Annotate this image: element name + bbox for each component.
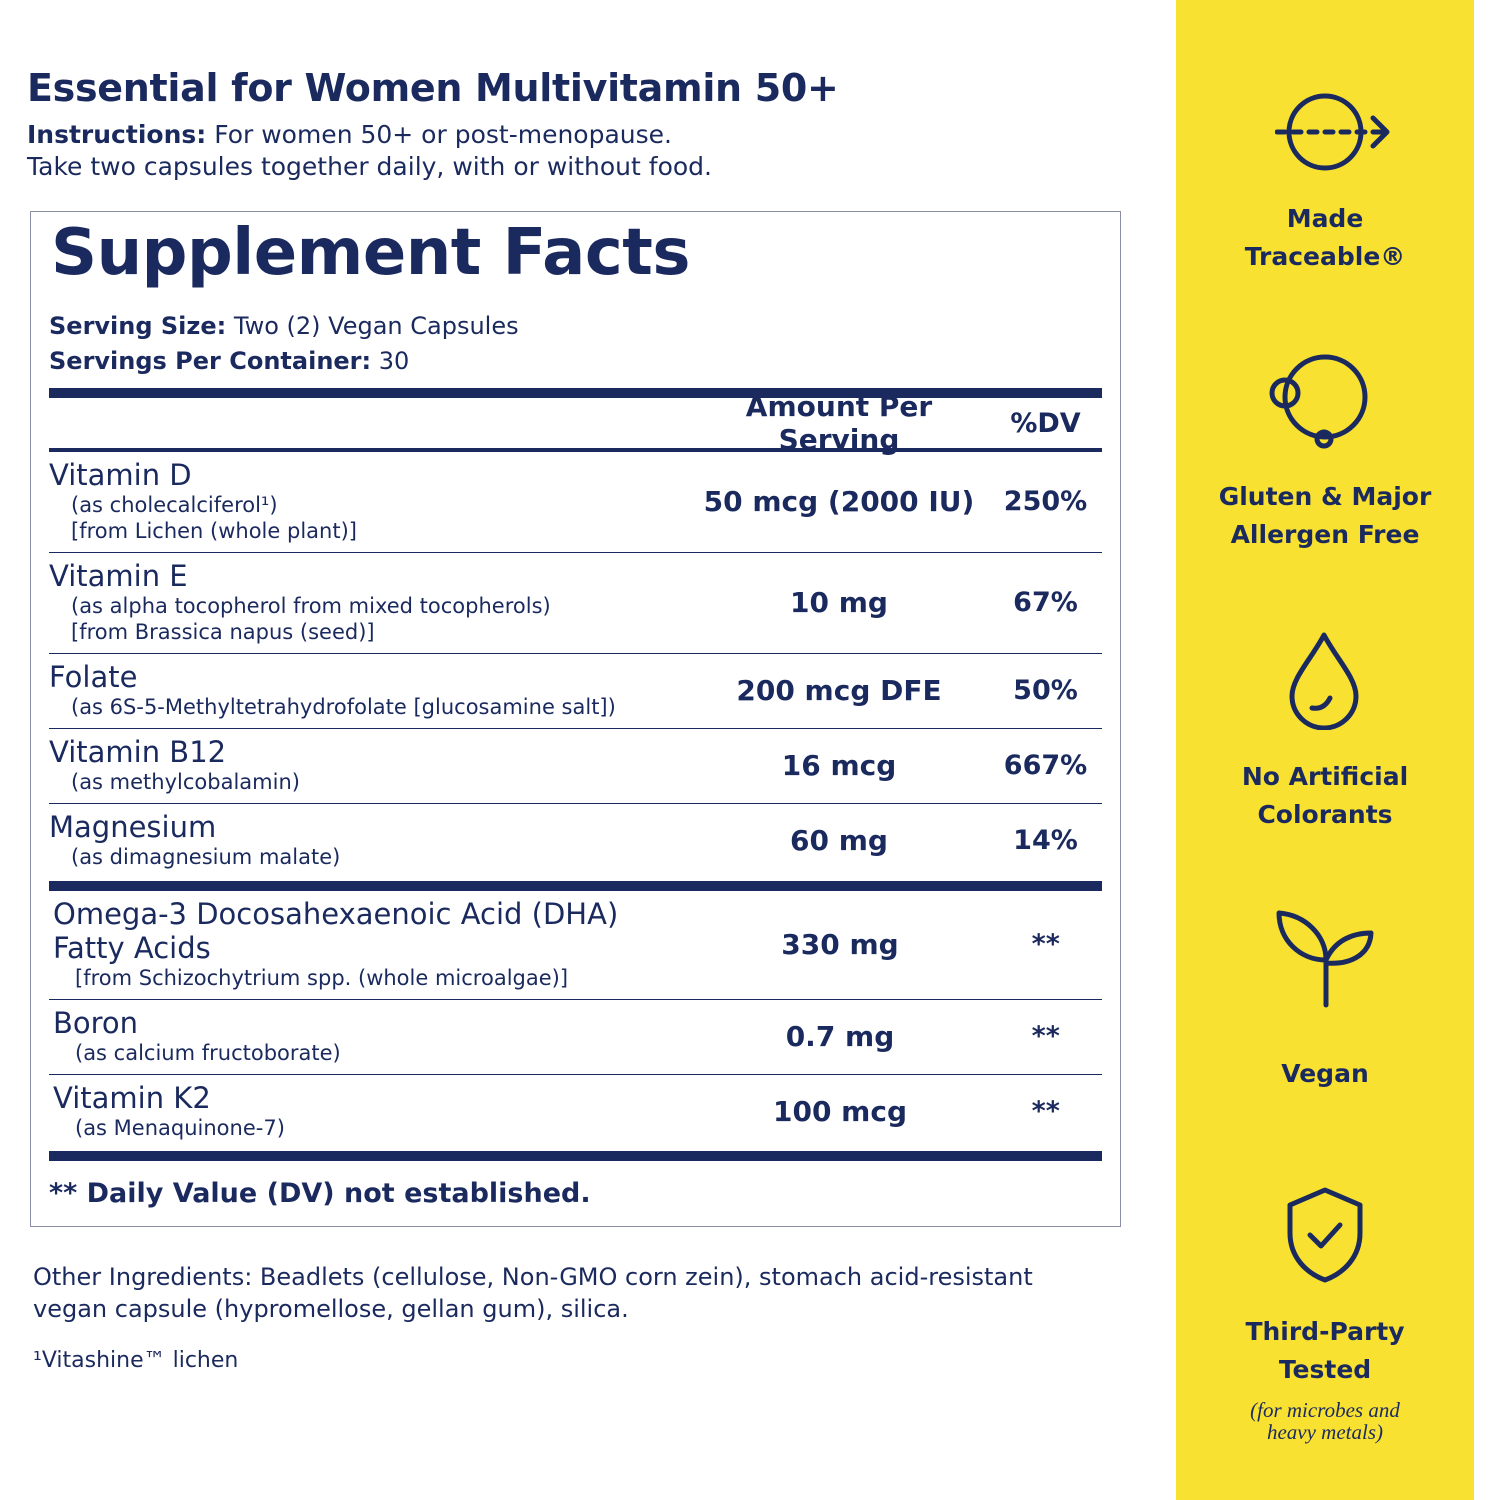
nutrient-detail: (as alpha tocopherol from mixed tocopher… — [71, 594, 551, 618]
nutrient-row: Vitamin B12 (as methylcobalamin) 16 mcg 667… — [49, 728, 1102, 803]
nutrient-detail: [from Lichen (whole plant)] — [71, 519, 357, 543]
daily-value: ** — [1031, 1095, 1060, 1127]
nutrient-detail: (as calcium fructoborate) — [75, 1041, 341, 1065]
nutrient-name-cell: Vitamin D (as cholecalciferol¹) [from Lich… — [49, 458, 689, 544]
nutrient-name: Vitamin D — [49, 458, 192, 492]
nutrient-row: Magnesium (as dimagnesium malate) 60 mg 14% — [49, 803, 1102, 878]
nutrient-row: Vitamin E (as alpha tocopherol from mixed… — [49, 552, 1102, 653]
instructions: Instructions: For women 50+ or post-meno… — [27, 120, 672, 149]
amount: 60 mg — [790, 823, 888, 857]
badge-label: Traceable® — [1244, 242, 1406, 271]
badge-label: Allergen Free — [1230, 520, 1420, 549]
header-row: Amount Per Serving %DV — [49, 390, 1102, 456]
daily-value: 14% — [1013, 824, 1078, 856]
divider — [49, 1151, 1102, 1161]
divider — [49, 448, 1102, 452]
nutrient-name: Omega-3 Docosahexaenoic Acid (DHA) — [53, 897, 619, 931]
badge-label: Tested — [1278, 1355, 1372, 1384]
nutrient-row: Vitamin D (as cholecalciferol¹) [from Lich… — [49, 452, 1102, 552]
nutrient-name-cell: Vitamin E (as alpha tocopherol from mixed… — [49, 559, 689, 645]
title: Essential for Women Multivitamin 50+ — [27, 66, 839, 110]
nutrient-detail: [from Schizochytrium spp. (whole microal… — [75, 966, 569, 990]
servings-label: Servings Per Container: — [49, 347, 372, 375]
nutrient-name-cell: Vitamin K2 (as Menaquinone-7) — [53, 1081, 691, 1141]
daily-value: ** — [1031, 928, 1060, 960]
nutrient-name: Boron — [53, 1006, 139, 1040]
nutrient-row: Vitamin K2 (as Menaquinone-7) 100 mcg ** — [49, 1074, 1102, 1149]
nutrient-name: Folate — [49, 660, 138, 694]
badge-label: Third-Party — [1245, 1317, 1405, 1346]
nutrient-name-cell: Magnesium (as dimagnesium malate) — [49, 810, 689, 870]
nutrient-detail: (as methylcobalamin) — [71, 770, 300, 794]
divider — [49, 388, 1102, 398]
serving-size-value: Two (2) Vegan Capsules — [233, 312, 519, 340]
allergen-icon — [1269, 354, 1368, 449]
daily-value: 50% — [1013, 674, 1078, 706]
tested-icon — [1287, 1187, 1363, 1283]
daily-value: 667% — [1003, 749, 1088, 781]
nutrient-name: Magnesium — [49, 810, 217, 844]
rows: Vitamin D (as cholecalciferol¹) [from Lich… — [49, 452, 1102, 1161]
facts-title: Supplement Facts — [51, 216, 690, 290]
facts-box: Supplement Facts Serving Size: Two (2) V… — [30, 211, 1121, 1227]
amount: 330 mg — [781, 927, 899, 961]
column-header: Amount Per Serving — [745, 390, 933, 456]
instructions-label: Instructions: — [27, 120, 207, 149]
daily-value: 250% — [1003, 485, 1088, 517]
serving-size-label: Serving Size: — [49, 312, 227, 340]
vegan-icon — [1276, 910, 1374, 1008]
nutrient-name-cell: Boron (as calcium fructoborate) — [53, 1006, 691, 1066]
nutrient-group: Vitamin D (as cholecalciferol¹) [from Lich… — [49, 452, 1102, 878]
badge-label: Vegan — [1281, 1059, 1369, 1088]
amount: 0.7 mg — [785, 1019, 895, 1053]
nutrient-row: Folate (as 6S-5-Methyltetrahydrofolate [g… — [49, 653, 1102, 728]
badge-label: Made — [1286, 204, 1364, 233]
nutrient-detail: (as 6S-5-Methyltetrahydrofolate [glucosa… — [71, 695, 616, 719]
instructions-line: Take two capsules together daily, with o… — [27, 152, 712, 181]
nutrient-name-cell: Folate (as 6S-5-Methyltetrahydrofolate [g… — [49, 660, 689, 720]
facts-table: Amount Per Serving %DV Vitamin D (as chol… — [49, 388, 1102, 1161]
instructions-text: For women 50+ or post-menopause. — [214, 120, 672, 149]
nutrient-detail: [from Brassica napus (seed)] — [71, 620, 375, 644]
nutrient-detail: (as dimagnesium malate) — [71, 845, 341, 869]
servings-value: 30 — [378, 347, 410, 375]
nutrient-name: Fatty Acids — [53, 931, 211, 965]
nutrient-name-cell: Vitamin B12 (as methylcobalamin) — [49, 735, 689, 795]
nutrient-detail: (as cholecalciferol¹) — [71, 493, 278, 517]
daily-value: 67% — [1013, 586, 1078, 618]
nutrient-name: Vitamin K2 — [53, 1081, 211, 1115]
amount: 200 mcg DFE — [736, 673, 942, 707]
badge-label: Gluten & Major — [1218, 482, 1432, 511]
daily-value: ** — [1031, 1020, 1060, 1052]
amount: 10 mg — [790, 585, 888, 619]
amount: 16 mcg — [781, 748, 897, 782]
badge-panel: Made Traceable® Gluten & Major Allergen Fre… — [1176, 0, 1474, 1500]
serving-size: Serving Size: Two (2) Vegan Capsules — [49, 312, 519, 340]
amount: 50 mcg (2000 IU) — [703, 484, 975, 518]
other-ingredients: vegan capsule (hypromellose, gellan gum)… — [33, 1295, 629, 1323]
nutrient-row: Omega-3 Docosahexaenoic Acid (DHA) Fatty … — [49, 891, 1102, 999]
nutrient-name: Vitamin B12 — [49, 735, 227, 769]
badge-label: No Artificial — [1241, 762, 1409, 791]
facts-footnote: ** Daily Value (DV) not established. — [49, 1178, 591, 1209]
nutrient-group: Omega-3 Docosahexaenoic Acid (DHA) Fatty … — [49, 891, 1102, 1149]
nutrient-row: Boron (as calcium fructoborate) 0.7 mg ** — [49, 999, 1102, 1074]
column-header: %DV — [1010, 407, 1081, 439]
nutrient-name-cell: Omega-3 Docosahexaenoic Acid (DHA) Fatty … — [53, 897, 691, 991]
nutrient-detail: (as Menaquinone-7) — [75, 1116, 285, 1140]
traceable-icon — [1275, 93, 1390, 171]
amount: 100 mcg — [772, 1094, 907, 1128]
badge-label: Colorants — [1257, 800, 1393, 829]
servings: Servings Per Container: 30 — [49, 347, 409, 375]
drop-icon — [1289, 632, 1359, 730]
badge-note: (for microbes and — [1250, 1398, 1400, 1422]
divider — [49, 881, 1102, 891]
other-ingredients: Other Ingredients: Beadlets (cellulose, … — [33, 1263, 1033, 1291]
nutrient-name: Vitamin E — [49, 559, 188, 593]
badge-note: heavy metals) — [1266, 1420, 1384, 1444]
footnote: ¹Vitashine™ lichen — [33, 1348, 239, 1373]
